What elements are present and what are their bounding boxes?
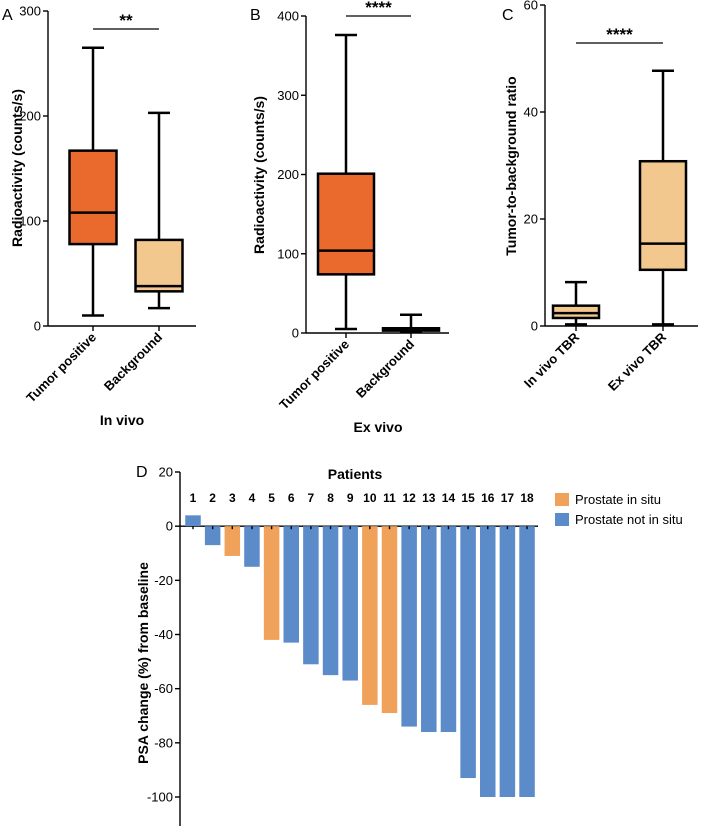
- panel-d-patient-label: 4: [249, 491, 256, 505]
- panel-d-patient-label: 15: [461, 491, 475, 505]
- panel-b-box-tumor-positive: [316, 172, 376, 276]
- panel-d-patient-label: 12: [402, 491, 416, 505]
- panel-d-patient-label: 1: [190, 491, 197, 505]
- panel-d-bar-patient-4: [244, 526, 260, 567]
- panel-b-ytick-label: 100: [277, 246, 299, 261]
- panel-a-significance-label: **: [119, 11, 133, 30]
- panel-d-bar-patient-12: [401, 526, 417, 727]
- panel-b-ytick-label: 400: [277, 9, 299, 24]
- panel-d-legend-label: Prostate not in situ: [575, 512, 683, 527]
- panel-c-category-label: Ex vivo TBR: [605, 329, 670, 394]
- panel-d-ylabel: PSA change (%) from baseline: [135, 562, 151, 764]
- panel-d-bar-patient-17: [499, 526, 516, 797]
- panel-b-label: B: [250, 7, 261, 24]
- panel-d-bar-patient-2: [204, 526, 221, 546]
- panel-d-ytick-label: -100: [147, 790, 173, 805]
- panel-d-label: D: [136, 464, 148, 481]
- panel-d-legend-swatch: [555, 513, 569, 526]
- panel-d-bar-patient-3: [224, 526, 241, 556]
- panel-d-patient-label: 11: [383, 491, 396, 505]
- panel-b-xlabel: Ex vivo: [353, 419, 402, 435]
- panel-d-legend-label: Prostate in situ: [575, 492, 661, 507]
- panel-d-bar-patient-18: [519, 526, 535, 797]
- panel-c-ytick-label: 0: [531, 319, 538, 334]
- panel-d-patient-label: 3: [229, 491, 236, 505]
- panel-d-bar-patient-5: [263, 526, 280, 640]
- panel-d-patient-label: 16: [481, 491, 495, 505]
- panel-b-ytick-label: 0: [292, 326, 299, 341]
- panel-d-bar-patient-9: [342, 526, 358, 681]
- panel-d-ytick-label: -40: [154, 627, 173, 642]
- panel-d-bar-patient-15: [460, 526, 476, 779]
- panel-b-significance-label: ****: [365, 0, 392, 17]
- panel-d-bar-patient-16: [480, 526, 496, 797]
- panel-d-ytick-label: 20: [159, 465, 173, 480]
- panel-a-xlabel: In vivo: [100, 412, 144, 428]
- panel-a-ytick-label: 0: [34, 319, 41, 334]
- panel-d-patient-label: 9: [347, 491, 354, 505]
- panel-d-patient-label: 8: [327, 491, 334, 505]
- panel-a-category-label: Tumor positive: [23, 330, 99, 406]
- panel-d-bar-patient-1: [185, 515, 201, 527]
- panel-a: A 0 100 200 300 Tumor positive Background ** R…: [2, 4, 196, 428]
- panel-c-category-label: In vivo TBR: [521, 329, 583, 391]
- panel-a-box-background: [134, 238, 184, 293]
- panel-a-category-label: Background: [101, 329, 165, 393]
- panel-b-ylabel: Radioactivity (counts/s): [251, 96, 267, 254]
- panel-d-patient-label: 10: [363, 491, 377, 505]
- panel-d-patient-label: 2: [209, 491, 216, 505]
- panel-d-patient-label: 6: [288, 491, 295, 505]
- panel-c-box-in-vivo-tbr: [551, 304, 601, 320]
- panel-d-legend-swatch: [555, 493, 569, 506]
- panel-d-bar-patient-10: [362, 526, 378, 705]
- panel-c-ytick-label: 60: [524, 0, 538, 13]
- panel-d-patient-label: 13: [422, 491, 436, 505]
- panel-d-patient-label: 7: [308, 491, 315, 505]
- panel-a-ylabel: Radioactivity (counts/s): [9, 89, 25, 247]
- panel-a-ytick-label: 100: [19, 214, 41, 229]
- panel-c-significance-label: ****: [606, 25, 633, 44]
- panel-c-ytick-label: 20: [524, 212, 538, 227]
- panel-d-ytick-label: 0: [166, 519, 173, 534]
- panel-b-category-label: Background: [353, 336, 417, 400]
- panel-c-ytick-label: 40: [524, 105, 538, 120]
- panel-d-bar-patient-6: [283, 526, 299, 643]
- panel-c: C 0 20 40 60 In vivo TBR Ex vivo TBR **** Tumo…: [502, 0, 698, 394]
- panel-a-ytick-label: 200: [19, 109, 41, 124]
- panel-b-ytick-label: 300: [277, 88, 299, 103]
- panel-d-patient-label: 18: [520, 491, 534, 505]
- panel-d-bar-patient-8: [322, 526, 339, 676]
- panel-a-ytick-label: 300: [19, 4, 41, 19]
- panel-d-ytick-label: -60: [154, 681, 173, 696]
- panel-d-bar-patient-11: [381, 526, 398, 714]
- panel-d-bar-patient-7: [303, 526, 319, 665]
- panel-c-label: C: [502, 7, 514, 24]
- panel-d-patient-label: 17: [501, 491, 515, 505]
- panel-a-box-tumor-positive: [68, 149, 118, 246]
- panel-c-ylabel: Tumor-to-background ratio: [503, 76, 519, 255]
- panel-d-bar-patient-14: [440, 526, 457, 732]
- panel-d-patient-label: 14: [442, 491, 456, 505]
- panel-d-bar-patient-13: [421, 526, 437, 732]
- panel-b: B 0 100 200 300 400 Tumor positive Background *…: [250, 0, 449, 435]
- panel-b-category-label: Tumor positive: [276, 337, 352, 413]
- panel-d-patient-label: 5: [268, 491, 275, 505]
- panel-d-ytick-label: -20: [154, 573, 173, 588]
- panel-a-label: A: [2, 7, 13, 24]
- panel-d-ytick-label: -80: [154, 735, 173, 750]
- panel-c-box-ex-vivo-tbr: [638, 159, 688, 272]
- panel-d-title: Patients: [328, 466, 383, 482]
- panel-b-ytick-label: 200: [277, 167, 299, 182]
